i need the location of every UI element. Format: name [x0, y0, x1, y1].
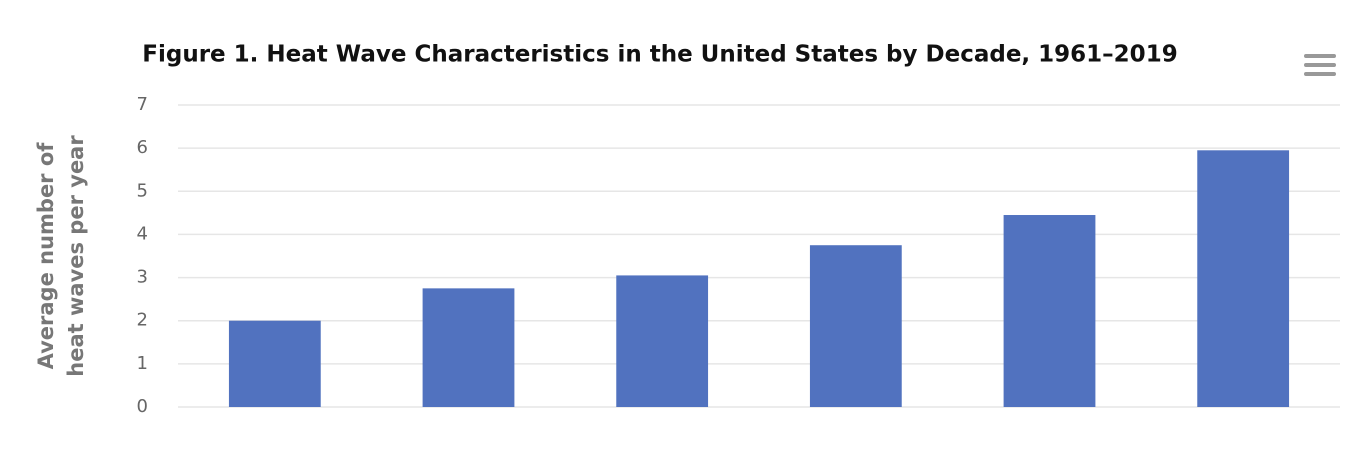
y-axis-label-line: heat waves per year	[64, 135, 88, 377]
y-tick-label: 5	[137, 180, 148, 201]
menu-button[interactable]	[1304, 54, 1336, 76]
menu-bar	[1304, 63, 1336, 67]
y-tick-label: 6	[137, 137, 148, 158]
chart-title: Figure 1. Heat Wave Characteristics in t…	[142, 42, 1177, 68]
menu-bar	[1304, 54, 1336, 58]
y-tick-label: 3	[137, 267, 148, 288]
bar	[616, 275, 709, 407]
menu-bar	[1304, 72, 1336, 76]
bar	[809, 245, 902, 407]
bar	[1197, 150, 1290, 408]
y-tick-label: 7	[137, 94, 148, 115]
y-tick-label: 0	[137, 396, 148, 417]
y-axis-label-line: Average number of	[34, 142, 58, 370]
y-tick-label: 1	[137, 353, 148, 374]
y-axis-label: Average number of heat waves per year	[34, 135, 88, 377]
y-tick-label: 2	[137, 310, 148, 331]
bar	[1003, 215, 1096, 407]
bar	[422, 288, 515, 407]
bar	[228, 320, 321, 407]
y-tick-label: 4	[137, 223, 148, 244]
